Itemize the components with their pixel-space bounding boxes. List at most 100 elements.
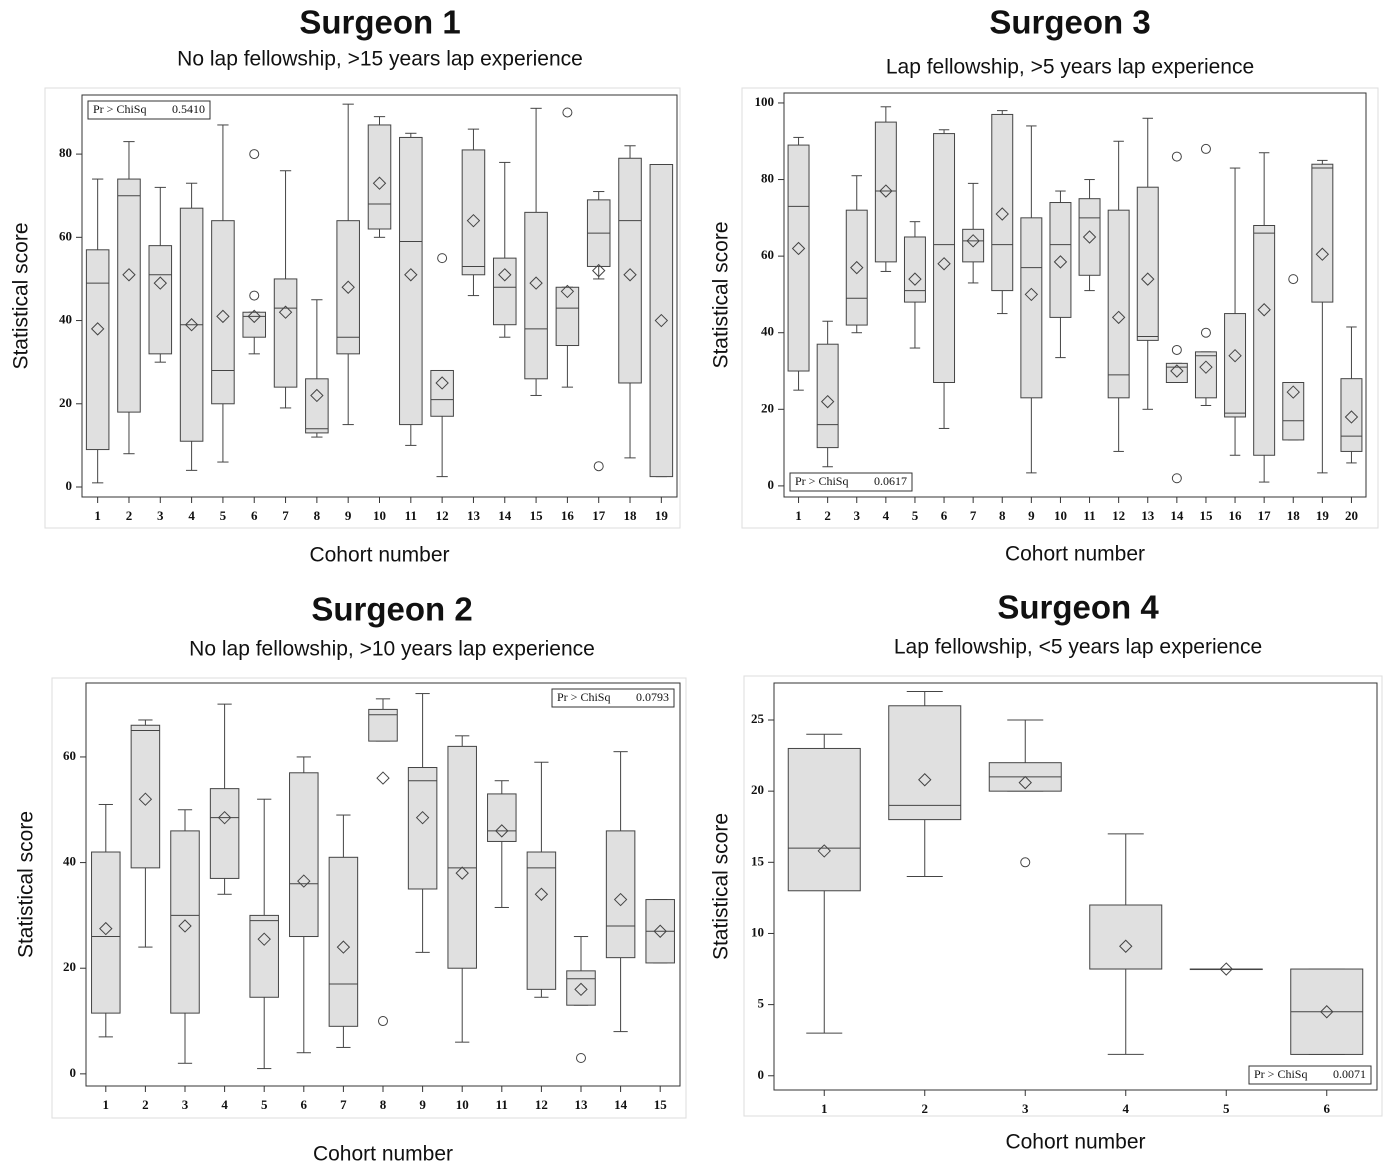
box (962, 228, 985, 263)
box (1089, 904, 1163, 970)
outlier (1200, 327, 1211, 338)
box (524, 211, 548, 380)
box (1311, 163, 1334, 303)
x-tick-label: 5 (261, 1097, 268, 1112)
mean-marker (1228, 348, 1242, 363)
box (787, 747, 861, 892)
chart-title: Surgeon 4 (997, 589, 1159, 626)
chart-subtitle: Lap fellowship, >5 years lap experience (886, 56, 1254, 79)
box (148, 245, 173, 355)
y-tick-label: 20 (63, 959, 76, 974)
box (787, 144, 810, 372)
mean-marker (918, 773, 932, 787)
box (305, 378, 329, 434)
x-tick-label: 15 (1199, 508, 1213, 523)
mean-marker (1170, 364, 1184, 378)
mean-marker (1320, 1005, 1334, 1019)
box (903, 236, 926, 303)
plot-area (773, 682, 1378, 1091)
y-tick-label: 60 (59, 228, 72, 243)
y-axis-label: Statistical score (710, 813, 733, 960)
box (289, 772, 319, 938)
annotation-box (551, 688, 675, 708)
annotation-value: 0.5410 (172, 102, 205, 116)
mean-marker (937, 257, 951, 271)
x-axis-label: Cohort number (313, 1143, 453, 1166)
y-axis-label: Statistical score (710, 221, 733, 368)
box (487, 793, 517, 842)
box (91, 851, 121, 1014)
box (249, 914, 279, 998)
mean-marker (184, 318, 199, 332)
box (1224, 313, 1247, 418)
outlier (1200, 143, 1211, 154)
outlier (249, 149, 260, 160)
x-tick-label: 13 (1141, 508, 1155, 523)
box (1165, 362, 1188, 384)
mean-marker (1082, 230, 1097, 244)
x-tick-label: 9 (1028, 508, 1035, 523)
x-tick-label: 13 (467, 508, 481, 523)
box (1340, 378, 1363, 452)
box (273, 278, 298, 388)
box (368, 708, 398, 742)
panel-frame (44, 87, 681, 529)
mean-marker (1119, 939, 1133, 953)
mean-marker (404, 268, 418, 282)
outlier (1020, 857, 1031, 868)
mean-marker (879, 184, 893, 198)
x-axis-label: Cohort number (309, 544, 449, 567)
x-tick-label: 9 (419, 1097, 426, 1112)
y-tick-label: 100 (755, 94, 775, 109)
mean-marker (995, 207, 1009, 221)
y-tick-label: 10 (751, 924, 764, 939)
mean-marker (908, 272, 922, 286)
x-tick-label: 19 (1316, 508, 1330, 523)
x-tick-label: 14 (614, 1097, 628, 1112)
outlier (562, 107, 573, 118)
x-tick-label: 8 (999, 508, 1006, 523)
box (209, 788, 240, 879)
mean-marker (1257, 303, 1271, 317)
x-tick-label: 6 (301, 1097, 308, 1112)
y-tick-label: 60 (63, 748, 76, 763)
x-tick-label: 1 (795, 508, 802, 523)
box (1253, 224, 1276, 456)
x-tick-label: 18 (1287, 508, 1301, 523)
y-tick-label: 20 (751, 782, 764, 797)
panel: Surgeon 1 No lap fellowship, >15 years la… (10, 4, 681, 567)
mean-marker (1219, 962, 1233, 976)
x-tick-label: 1 (821, 1101, 828, 1116)
x-axis-label: Cohort number (1005, 1131, 1145, 1154)
annotation-value: 0.0793 (636, 690, 669, 704)
mean-marker (90, 322, 105, 336)
mean-marker (336, 940, 351, 954)
mean-marker (1141, 272, 1155, 286)
box (649, 163, 674, 478)
mean-marker (1018, 775, 1032, 790)
outlier (437, 253, 448, 264)
mean-marker (534, 887, 549, 901)
box (1078, 198, 1101, 276)
box (555, 286, 580, 347)
y-tick-label: 25 (751, 711, 765, 726)
chart-title: Surgeon 3 (989, 4, 1150, 41)
y-tick-label: 80 (761, 171, 774, 186)
annotation-value: 0.0071 (1333, 1067, 1366, 1081)
x-tick-label: 20 (1345, 508, 1358, 523)
box (407, 767, 438, 890)
x-tick-label: 7 (970, 508, 977, 523)
x-tick-label: 1 (94, 508, 101, 523)
x-tick-label: 11 (405, 508, 417, 523)
x-tick-label: 8 (314, 508, 321, 523)
mean-marker (592, 263, 606, 278)
x-tick-label: 6 (1324, 1101, 1331, 1116)
x-tick-label: 3 (1022, 1101, 1029, 1116)
x-tick-label: 2 (824, 508, 831, 523)
panel-frame (741, 87, 1379, 529)
x-tick-label: 18 (624, 508, 638, 523)
mean-marker (498, 268, 512, 282)
x-tick-label: 4 (188, 508, 195, 523)
annotation-label: Pr > ChiSq (557, 690, 610, 704)
box (85, 249, 110, 451)
